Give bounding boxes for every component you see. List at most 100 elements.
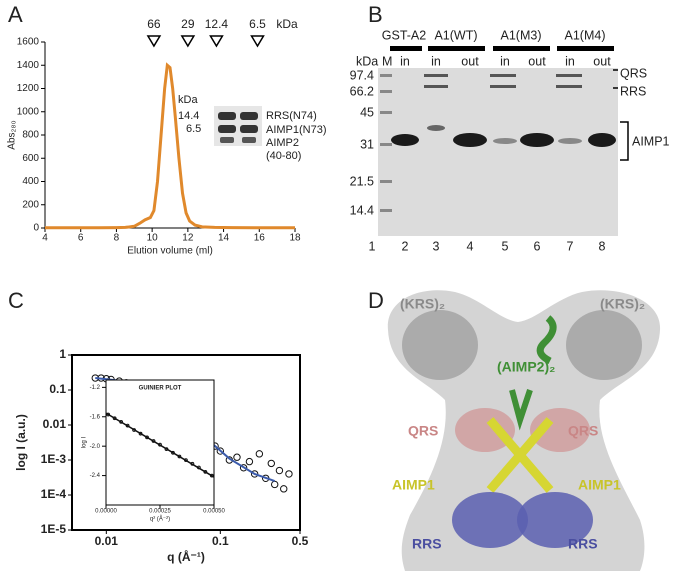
model: (KRS)₂ (KRS)₂ (AIMP2)₂ QRS QRS AIMP1 AIM… — [387, 290, 661, 571]
point — [271, 480, 279, 489]
lane-number: 7 — [567, 239, 574, 253]
x-axis-label: q² (Å⁻²) — [150, 515, 170, 522]
y-axis-label: log I — [82, 436, 88, 448]
ladder-label: 6.5 — [186, 123, 201, 135]
y-axis-label: log I (a.u.) — [14, 414, 28, 471]
y-tick-label: 1E-3 — [41, 452, 67, 466]
marker-label: 29 — [181, 17, 195, 31]
fraction-label: in — [565, 54, 575, 68]
y-tick-label: 1 — [59, 347, 66, 361]
group-label: A1(M4) — [565, 28, 606, 42]
line — [45, 62, 295, 230]
model-label: RRS — [412, 536, 442, 552]
x-tick-label: 16 — [254, 233, 266, 244]
marker-unit: kDa — [276, 17, 298, 31]
x-tick-label: 0.1 — [212, 534, 229, 548]
lane-number: 4 — [467, 239, 474, 253]
y-tick-label: 0.1 — [49, 382, 66, 396]
plot-frame — [105, 379, 215, 506]
x-tick-label: 0.00000 — [95, 509, 117, 515]
band-label: RRS — [620, 84, 646, 98]
inset-gel: kDa 14.4 6.5 RRS(N74) AIMP1(N73) AIMP2 (… — [178, 94, 327, 162]
x-tick-label: 12 — [182, 233, 194, 244]
ladder-label: 45 — [360, 105, 374, 119]
marker-triangle — [209, 35, 224, 48]
y-tick-label: 0.01 — [43, 417, 67, 431]
y-tick-label: 400 — [22, 176, 39, 187]
lane-label: M — [382, 54, 392, 68]
lane-number: 8 — [599, 239, 606, 253]
y-tick-label: 1600 — [17, 37, 40, 48]
x-tick-label: 0.00050 — [203, 509, 225, 515]
x-tick-label: 0.5 — [292, 534, 309, 548]
y-tick-label: -2.0 — [90, 444, 101, 450]
point — [275, 466, 284, 475]
ladder-label: 66.2 — [350, 84, 374, 98]
band-label: (40-80) — [266, 150, 301, 162]
x-axis-label: q (Å⁻¹) — [167, 549, 205, 564]
band-label: AIMP2 — [266, 137, 299, 149]
x-tick-label: 14 — [218, 233, 230, 244]
model-label: QRS — [568, 423, 598, 439]
y-tick-label: -1.6 — [90, 414, 101, 420]
chart-title: GUINIER PLOT — [139, 386, 182, 392]
panel-label: C — [8, 288, 24, 313]
line — [105, 412, 215, 478]
y-tick-label: 600 — [22, 153, 39, 164]
x-tick-label: 10 — [147, 233, 159, 244]
fraction-label: in — [431, 54, 441, 68]
model-label: QRS — [408, 423, 438, 439]
fraction-label: out — [593, 54, 611, 68]
ladder-label: 14.4 — [350, 203, 374, 217]
x-tick-label: 6 — [78, 233, 84, 244]
model-label: (KRS)₂ — [400, 296, 445, 312]
lane-number: 6 — [534, 239, 541, 253]
band-label: AIMP1(N73) — [266, 124, 327, 136]
fraction-label: in — [500, 54, 510, 68]
point — [255, 450, 264, 458]
y-tick-label: 0 — [33, 223, 39, 234]
y-tick-label: 800 — [22, 130, 39, 141]
y-tick-label: 200 — [22, 199, 39, 210]
unit: kDa — [178, 94, 198, 106]
y-tick-label: 1400 — [17, 60, 40, 71]
point — [245, 457, 254, 466]
group-label: A1(WT) — [434, 28, 477, 42]
y-tick-label: -1.2 — [90, 385, 101, 391]
point — [285, 470, 293, 478]
y-tick-label: -2.4 — [90, 473, 101, 479]
marker-triangle — [146, 35, 162, 48]
group-label: GST-A2 — [382, 28, 427, 42]
marker-triangle — [180, 35, 196, 48]
panel-label: B — [368, 2, 383, 27]
lane-number: 2 — [402, 239, 409, 253]
ladder-label: 97.4 — [350, 68, 374, 82]
fraction-label: out — [528, 54, 546, 68]
x-tick-label: 0.00025 — [149, 509, 171, 515]
panel-label: A — [8, 2, 23, 27]
fraction-label: out — [461, 54, 479, 68]
band-label: RRS(N74) — [266, 110, 317, 122]
marker-label: 12.4 — [205, 17, 229, 31]
x-tick-label: 4 — [42, 233, 48, 244]
model-label: AIMP1 — [578, 477, 621, 493]
band-label: AIMP1 — [632, 134, 670, 148]
y-tick-label: 1200 — [17, 83, 40, 94]
model-label: (KRS)₂ — [600, 296, 645, 312]
ladder-label: 21.5 — [350, 174, 374, 188]
x-tick-label: 8 — [114, 233, 120, 244]
point — [239, 464, 248, 472]
x-tick-label: 18 — [289, 233, 301, 244]
unit: kDa — [356, 54, 378, 68]
group-label: A1(M3) — [501, 28, 542, 42]
point — [280, 485, 288, 493]
ladder-label: 31 — [360, 137, 374, 151]
gel: kDa M 97.4 66.2 45 31 21.5 14.4 GST-A2 A… — [350, 28, 670, 253]
point — [250, 470, 259, 478]
marker-triangle — [250, 35, 265, 48]
point — [233, 453, 241, 461]
y-tick-label: 1000 — [17, 106, 40, 117]
lane-number: 5 — [502, 239, 509, 253]
marker-label: 66 — [147, 17, 161, 31]
